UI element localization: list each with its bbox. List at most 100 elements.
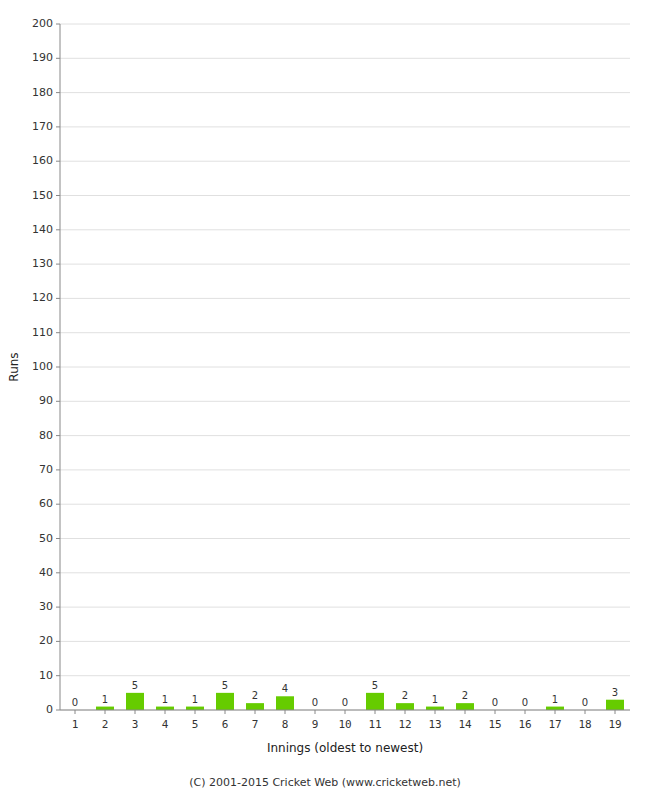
y-tick	[56, 435, 60, 436]
data-labels: 0151152400521200103	[72, 680, 618, 708]
data-label: 1	[552, 694, 558, 705]
y-tick	[56, 24, 60, 25]
data-label: 2	[252, 690, 258, 701]
y-tick-label: 200	[32, 17, 53, 30]
x-tick-label: 1	[72, 718, 79, 731]
bars	[96, 693, 624, 710]
y-tick	[56, 401, 60, 402]
grid-line	[60, 675, 630, 676]
y-tick	[56, 58, 60, 59]
x-tick-label: 14	[458, 718, 472, 731]
data-label: 0	[492, 697, 498, 708]
y-tick	[56, 504, 60, 505]
grid-line	[60, 367, 630, 368]
grid-line	[60, 332, 630, 333]
y-tick-label: 10	[39, 669, 53, 682]
grid-line	[60, 92, 630, 93]
x-tick-label: 9	[312, 718, 319, 731]
bar	[546, 707, 564, 710]
data-label: 5	[132, 680, 138, 691]
grid-line	[60, 24, 630, 25]
y-tick-label: 170	[32, 120, 53, 133]
x-tick	[165, 710, 166, 714]
chart-svg: 0102030405060708090100110120130140150160…	[0, 0, 650, 800]
data-label: 1	[432, 694, 438, 705]
data-label: 2	[402, 690, 408, 701]
y-tick-label: 30	[39, 600, 53, 613]
y-tick	[56, 195, 60, 196]
x-tick	[465, 710, 466, 714]
background	[0, 0, 650, 800]
x-tick	[315, 710, 316, 714]
data-label: 1	[192, 694, 198, 705]
grid-line	[60, 195, 630, 196]
y-tick	[56, 92, 60, 93]
grid-line	[60, 126, 630, 127]
x-tick	[285, 710, 286, 714]
bar	[126, 693, 144, 710]
y-tick-label: 60	[39, 497, 53, 510]
x-tick	[195, 710, 196, 714]
bar	[276, 696, 294, 710]
x-tick	[75, 710, 76, 714]
y-tick	[56, 607, 60, 608]
bar	[606, 700, 624, 710]
grid-line	[60, 264, 630, 265]
y-tick	[56, 126, 60, 127]
grid	[60, 24, 630, 710]
x-tick-label: 3	[132, 718, 139, 731]
y-tick-label: 140	[32, 223, 53, 236]
data-label: 0	[72, 697, 78, 708]
x-tick	[345, 710, 346, 714]
bar	[216, 693, 234, 710]
y-tick-label: 180	[32, 86, 53, 99]
grid-line	[60, 607, 630, 608]
y-tick	[56, 572, 60, 573]
y-tick	[56, 367, 60, 368]
x-tick-label: 19	[608, 718, 621, 731]
x-tick-label: 6	[222, 718, 229, 731]
y-tick	[56, 641, 60, 642]
y-tick	[56, 675, 60, 676]
y-tick	[56, 161, 60, 162]
data-label: 0	[522, 697, 528, 708]
grid-line	[60, 401, 630, 402]
x-axis-label: Innings (oldest to newest)	[267, 741, 423, 755]
x-tick	[555, 710, 556, 714]
x-tick-label: 11	[368, 718, 381, 731]
data-label: 5	[372, 680, 378, 691]
data-label: 0	[582, 697, 588, 708]
y-tick-label: 70	[39, 463, 53, 476]
x-tick	[135, 710, 136, 714]
data-label: 0	[312, 697, 318, 708]
bar	[366, 693, 384, 710]
y-tick-label: 130	[32, 257, 53, 270]
x-tick-label: 10	[338, 718, 351, 731]
x-tick-label: 7	[252, 718, 259, 731]
y-tick-label: 80	[39, 429, 53, 442]
y-tick-label: 40	[39, 566, 53, 579]
y-tick	[56, 538, 60, 539]
grid-line	[60, 538, 630, 539]
chart-container: 0102030405060708090100110120130140150160…	[0, 0, 650, 800]
y-tick	[56, 298, 60, 299]
x-tick	[105, 710, 106, 714]
grid-line	[60, 229, 630, 230]
x-tick-label: 17	[548, 718, 561, 731]
x-tick	[375, 710, 376, 714]
y-tick-label: 0	[46, 703, 53, 716]
bar	[156, 707, 174, 710]
grid-line	[60, 58, 630, 59]
x-axis: 12345678910111213141516171819	[72, 710, 622, 731]
x-tick	[585, 710, 586, 714]
y-tick	[56, 229, 60, 230]
data-label: 3	[612, 687, 618, 698]
x-tick	[615, 710, 616, 714]
data-label: 4	[282, 683, 288, 694]
x-tick	[435, 710, 436, 714]
y-tick-label: 110	[32, 326, 53, 339]
x-tick-label: 12	[398, 718, 411, 731]
y-tick-label: 50	[39, 532, 53, 545]
bar	[456, 703, 474, 710]
y-tick-label: 20	[39, 634, 53, 647]
